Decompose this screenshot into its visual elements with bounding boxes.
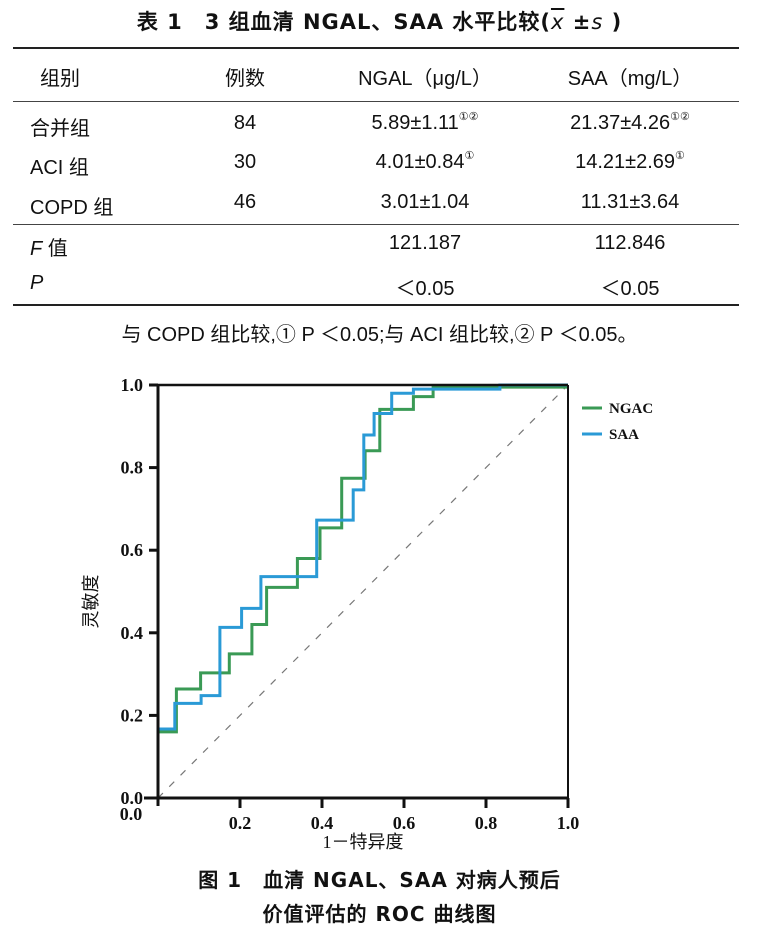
row-group: 合并组 [30, 118, 90, 140]
header-count: 例数 [225, 68, 265, 90]
table-title: 表 1 3 组血清 NGAL、SAA 水平比较(x ±s ) [0, 6, 759, 36]
row-saa-value: 14.21±2.69 [575, 151, 676, 173]
chart-plot-area: 0.0 0.2 0.4 0.6 0.8 1.0 0.0 0.2 0.4 0.6 0.8 1.0 1－特异… [81, 375, 653, 852]
table-title-prefix: 表 1 3 组血清 NGAL、SAA 水平比较( [136, 10, 551, 34]
row-ngal-mark: ① [464, 150, 475, 162]
header-group: 组别 [40, 68, 80, 90]
stat-label: P [30, 272, 43, 295]
y-tick-label: 0.0 [121, 788, 144, 808]
x-tick-label: 1.0 [557, 813, 580, 833]
stat-label-symbol: F [30, 238, 43, 260]
x-tick-label: 0.0 [120, 804, 143, 824]
table-header-rule [13, 101, 739, 102]
legend-label-saa: SAA [609, 427, 639, 443]
row-ngal-mark: ①② [458, 111, 479, 123]
row-saa-mark: ①② [670, 111, 690, 123]
row-count: 30 [233, 151, 257, 173]
row-count: 46 [233, 191, 257, 213]
figure-caption-line2: 价值评估的 ROC 曲线图 [262, 902, 497, 926]
y-tick-label: 0.6 [121, 540, 144, 560]
row-count: 84 [233, 112, 257, 134]
table-title-suffix: ) [603, 10, 623, 34]
table-bottom-rule [13, 304, 739, 306]
chart-legend: NGAC SAA [582, 401, 653, 443]
row-ngal-value: 4.01±0.84 [375, 151, 465, 173]
roc-curve-saa [158, 383, 568, 731]
stat-ngal: 121.187 [388, 232, 462, 254]
stat-label-rest: 值 [42, 238, 68, 260]
x-tick-label: 0.8 [475, 813, 498, 833]
row-ngal: 3.01±1.04 [320, 191, 530, 214]
reference-diagonal-line [157, 384, 569, 799]
stat-label: F 值 [30, 232, 68, 261]
y-tick-label: 0.4 [121, 623, 144, 643]
stat-label-symbol: P [30, 272, 44, 294]
row-group: COPD 组 [30, 197, 114, 219]
table-title-pm: ± [564, 10, 592, 34]
row-saa: 21.37±4.26①② [530, 111, 730, 135]
figure-caption-line1: 图 1 血清 NGAL、SAA 对病人预后 [198, 868, 561, 892]
row-ngal: 5.89±1.11①② [320, 111, 530, 135]
table-top-rule [13, 47, 739, 49]
header-ngal: NGAL（μg/L） [358, 68, 492, 90]
table-title-xbar: x [550, 10, 565, 34]
row-ngal-value: 5.89±1.11 [371, 112, 459, 134]
row-saa: 14.21±2.69① [530, 150, 730, 174]
legend-label-ngac: NGAC [609, 401, 653, 417]
row-saa-mark: ① [675, 150, 685, 162]
x-tick-label: 0.2 [229, 813, 252, 833]
y-tick-label: 0.8 [121, 458, 144, 478]
row-saa-value: 11.31±3.64 [580, 191, 680, 213]
stat-saa: 112.846 [594, 232, 666, 254]
stat-saa: ＜0.05 [600, 278, 660, 300]
x-tick-label: 0.6 [393, 813, 416, 833]
x-axis-label: 1－特异度 [323, 832, 404, 852]
y-tick-label: 0.2 [121, 705, 144, 725]
row-ngal-value: 3.01±1.04 [380, 191, 470, 213]
y-axis-label: 灵敏度 [81, 575, 101, 629]
table-stats-rule [13, 224, 739, 225]
row-group: ACI 组 [30, 157, 89, 179]
header-saa: SAA（mg/L） [567, 68, 693, 90]
y-tick-label: 1.0 [121, 375, 144, 395]
table-title-s: s [591, 10, 604, 34]
row-ngal: 4.01±0.84① [320, 150, 530, 174]
row-saa: 11.31±3.64 [530, 191, 730, 214]
roc-curve-ngac [158, 385, 568, 734]
stat-ngal: ＜0.05 [395, 278, 455, 300]
row-saa-value: 21.37±4.26 [570, 112, 671, 134]
x-tick-label: 0.4 [311, 813, 334, 833]
roc-chart: 0.0 0.2 0.4 0.6 0.8 1.0 0.0 0.2 0.4 0.6 0.8 1.0 1－特异… [81, 375, 653, 852]
table-footnote: 与 COPD 组比较,① P ＜0.05;与 ACI 组比较,② P ＜0.05… [121, 324, 638, 346]
